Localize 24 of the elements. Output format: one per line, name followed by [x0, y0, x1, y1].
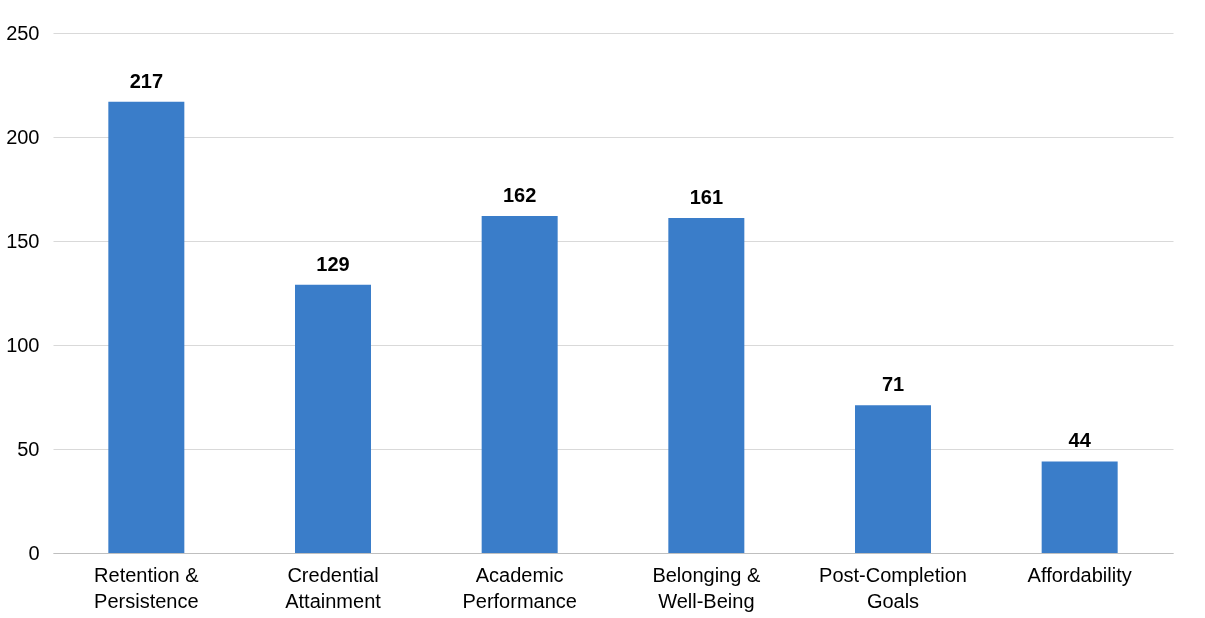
- bar: [1041, 461, 1118, 553]
- y-tick-label: 250: [6, 21, 40, 44]
- y-tick-label: 50: [17, 437, 40, 460]
- y-tick-label: 0: [28, 541, 40, 564]
- bar: [108, 101, 185, 553]
- data-label: 44: [1068, 429, 1092, 452]
- data-label: 161: [689, 186, 724, 209]
- x-tick-label: Academic Performance: [462, 563, 577, 612]
- data-label: 217: [129, 69, 164, 92]
- bar: [481, 216, 558, 553]
- x-tick-label: Credential Attainment: [285, 563, 382, 612]
- bar: [855, 405, 931, 553]
- x-tick-label: Belonging & Well-Being: [652, 563, 761, 612]
- x-tick-label: Affordability: [1027, 563, 1132, 586]
- bar: [295, 284, 371, 553]
- y-tick-label: 100: [6, 333, 40, 356]
- x-tick-label: Post-Completion Goals: [819, 563, 967, 612]
- data-label: 162: [502, 184, 537, 207]
- data-label: 71: [881, 373, 905, 396]
- data-label: 129: [316, 252, 350, 275]
- x-tick-label: Retention & Persistence: [94, 563, 200, 612]
- y-tick-label: 150: [6, 229, 40, 252]
- bar: [668, 218, 745, 553]
- y-tick-label: 200: [6, 125, 40, 148]
